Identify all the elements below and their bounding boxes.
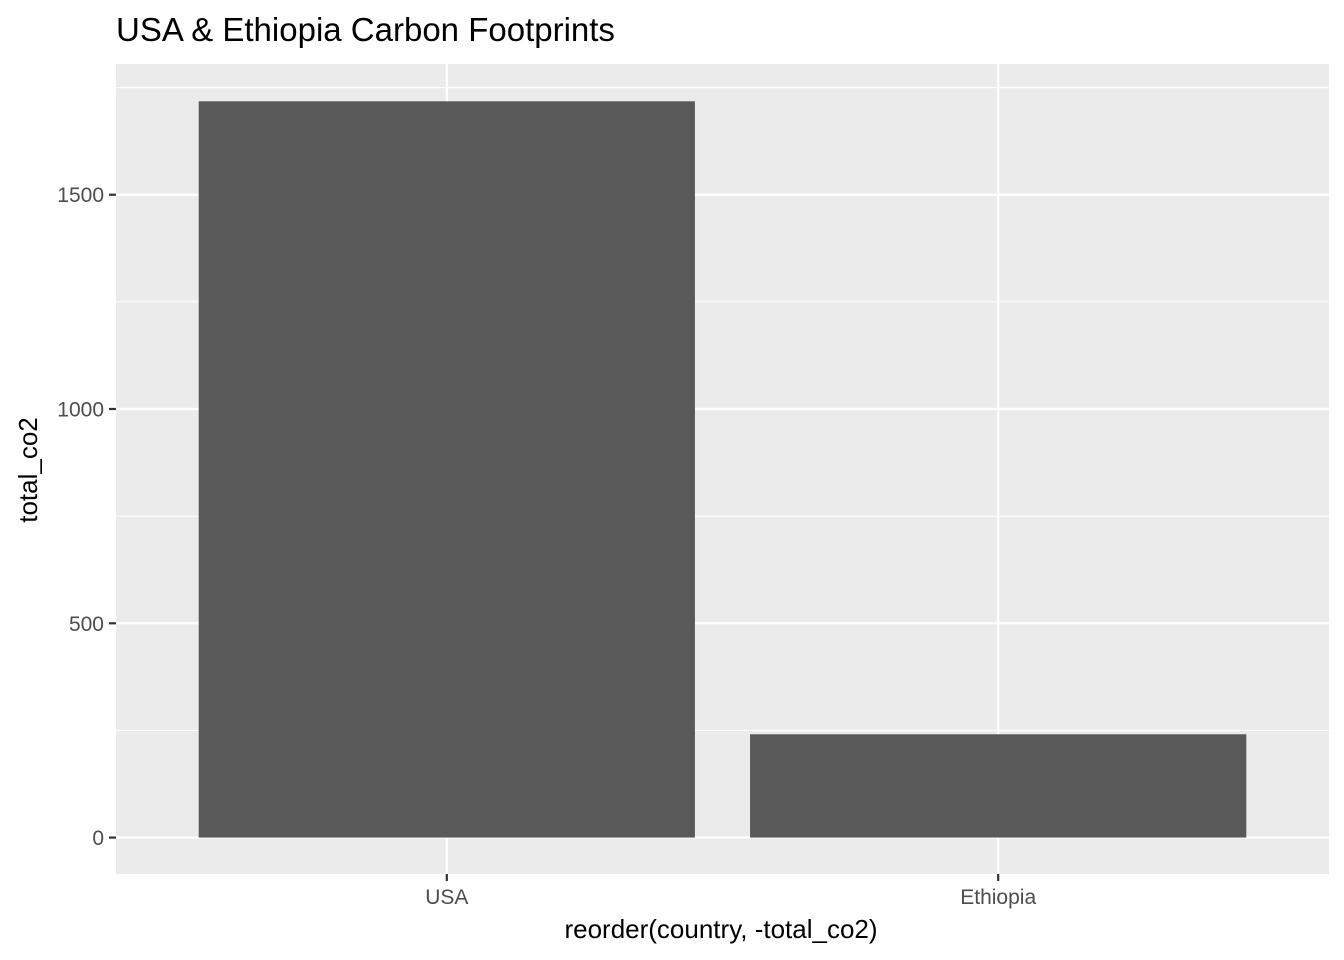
bar-usa xyxy=(198,101,695,838)
x-tick-label: USA xyxy=(425,886,468,909)
x-tick-label: Ethiopia xyxy=(960,886,1036,909)
y-tick-label: 1000 xyxy=(57,399,104,422)
y-tick-label: 500 xyxy=(69,613,104,636)
y-axis: 0 500 1000 1500 xyxy=(57,184,116,850)
y-tick-label: 0 xyxy=(92,827,104,850)
x-axis-title: reorder(country, -total_co2) xyxy=(564,914,877,944)
bar-ethiopia xyxy=(750,734,1247,838)
bars xyxy=(198,101,1247,838)
y-tick-label: 1500 xyxy=(57,184,104,207)
y-axis-title: total_co2 xyxy=(13,417,43,523)
chart-title: USA & Ethiopia Carbon Footprints xyxy=(116,11,615,48)
x-axis: USA Ethiopia xyxy=(425,874,1036,909)
